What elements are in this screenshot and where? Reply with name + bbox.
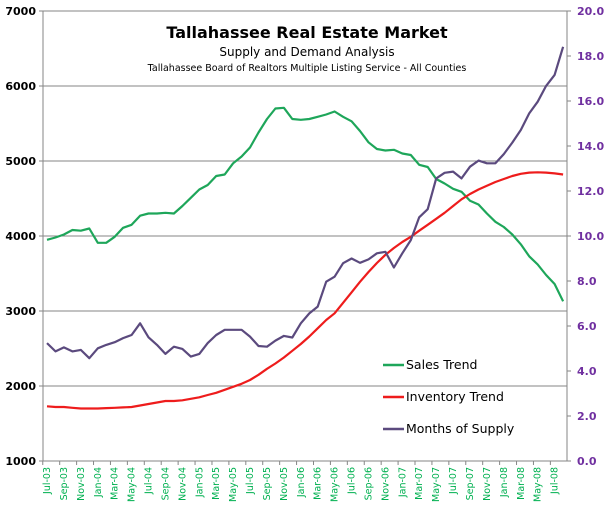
chart-subtitle: Supply and Demand Analysis (219, 45, 394, 59)
x-axis-tick-label: May-06 (330, 467, 341, 502)
x-axis-tick-label: Sep-04 (160, 467, 171, 500)
x-axis-tick-label: May-05 (228, 467, 239, 502)
legend-label-sales: Sales Trend (406, 357, 477, 372)
x-axis-tick-label: Jul-07 (448, 467, 459, 495)
x-axis-tick-label: Jan-05 (194, 467, 205, 498)
right-axis-tick-label: 0.0 (577, 455, 597, 468)
x-axis-tick-label: Mar-05 (211, 467, 222, 500)
left-axis-tick-label: 1000 (5, 455, 36, 468)
series-line-months-of-supply (46, 46, 565, 360)
left-axis-tick-label: 7000 (5, 5, 36, 18)
x-axis-tick-label: Sep-05 (262, 467, 273, 500)
series-lines (46, 46, 565, 410)
x-axis-tick-label: Nov-03 (76, 467, 87, 501)
right-axis-tick-label: 6.0 (577, 320, 597, 333)
x-axis-tick-label: Sep-03 (59, 467, 70, 500)
x-axis-tick-label: Nov-05 (279, 467, 290, 501)
axes: 1000 2000 3000 4000 5000 6000 7000 0.0 2.0 4.0 6.0… (5, 5, 604, 502)
x-axis-tick-label: Nov-06 (380, 467, 391, 501)
right-axis-tick-label: 14.0 (577, 140, 604, 153)
series-line-inventory-trend (46, 171, 564, 410)
right-axis-tick-label: 12.0 (577, 185, 604, 198)
right-axis-tick-label: 10.0 (577, 230, 604, 243)
x-axis-tick-label: Mar-07 (414, 467, 425, 500)
chart-subtitle-2: Tallahassee Board of Realtors Multiple L… (147, 63, 467, 74)
x-axis-tick-label: May-07 (431, 467, 442, 502)
x-axis-tick-label: Jul-08 (550, 467, 561, 495)
x-axis-tick-label: Sep-06 (363, 467, 374, 500)
x-axis-tick-label: Sep-07 (465, 467, 476, 500)
chart-title: Tallahassee Real Estate Market (166, 23, 448, 42)
right-axis-tick-label: 4.0 (577, 365, 597, 378)
x-axis-tick-label: Mar-04 (110, 467, 121, 500)
x-axis-tick-label: Jan-04 (93, 467, 104, 498)
legend-label-months-supply: Months of Supply (406, 421, 515, 436)
x-axis-tick-label: Jan-08 (499, 467, 510, 498)
right-axis-tick-label: 18.0 (577, 50, 604, 63)
left-axis-tick-label: 3000 (5, 305, 36, 318)
right-axis-tick-label: 8.0 (577, 275, 597, 288)
right-axis-tick-label: 16.0 (577, 95, 604, 108)
x-axis-tick-label: May-04 (127, 467, 138, 502)
x-axis-tick-label: Jul-05 (245, 467, 256, 495)
left-axis-tick-label: 6000 (5, 80, 36, 93)
right-axis-tick-label: 2.0 (577, 410, 597, 423)
x-axis-tick-label: Jan-07 (397, 467, 408, 498)
x-axis-tick-label: Jul-06 (347, 467, 358, 495)
legend-label-inventory: Inventory Trend (406, 389, 504, 404)
x-axis-tick-label: May-08 (533, 467, 544, 502)
left-axis-tick-label: 4000 (5, 230, 36, 243)
x-axis-tick-label: Jul-03 (42, 467, 53, 495)
x-axis-tick-label: Nov-07 (482, 467, 493, 501)
x-axis-tick-label: Mar-06 (313, 467, 324, 500)
x-axis-tick-label: Jan-06 (296, 467, 307, 498)
left-axis-tick-label: 5000 (5, 155, 36, 168)
left-axis-tick-label: 2000 (5, 380, 36, 393)
legend: Sales Trend Inventory Trend Months of Su… (383, 357, 515, 436)
x-axis-tick-label: Mar-08 (516, 467, 527, 500)
x-axis-tick-label: Nov-04 (177, 467, 188, 501)
gridlines (43, 10, 567, 462)
series-line-sales-trend (46, 106, 565, 302)
x-axis-tick-label: Jul-04 (144, 467, 155, 495)
right-axis-tick-label: 20.0 (577, 5, 604, 18)
